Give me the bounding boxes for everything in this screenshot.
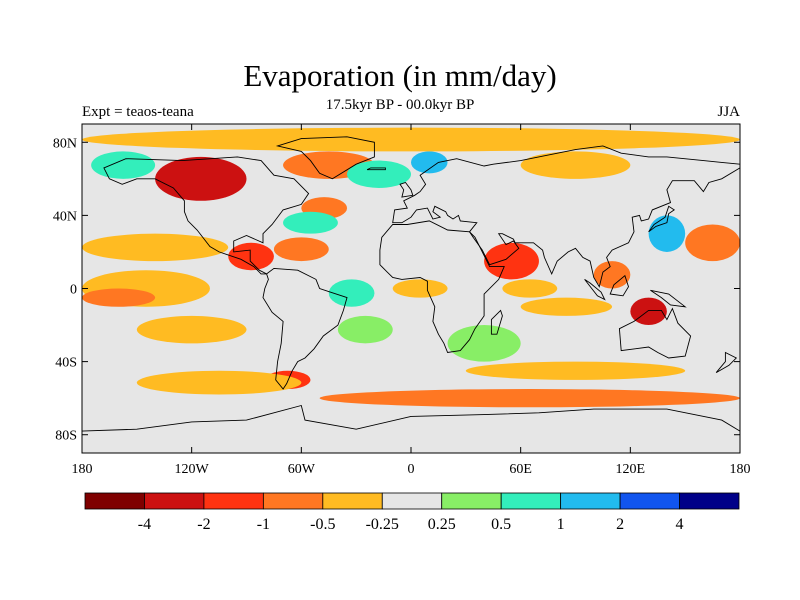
lon-tick-label-0: 180 xyxy=(72,462,93,477)
coastline-iceland xyxy=(366,167,386,171)
colorbar-swatch-5 xyxy=(381,492,443,510)
colorbar-swatch-1 xyxy=(144,492,205,510)
colorbar-label-5: 0.25 xyxy=(428,516,456,533)
anomaly-region-12 xyxy=(328,279,375,307)
coastline-new-guinea xyxy=(650,289,687,308)
colorbar-swatch-8 xyxy=(560,492,621,510)
anomaly-region-4 xyxy=(411,151,448,174)
anomaly-region-8 xyxy=(228,242,274,271)
lat-tick-label-4: 80S xyxy=(55,429,77,444)
coastline-north-america xyxy=(103,156,310,275)
anomaly-region-13 xyxy=(337,315,393,344)
coastline-eurasia xyxy=(392,145,740,288)
coastline-greenland xyxy=(275,136,375,180)
coastline-madagascar xyxy=(490,309,503,335)
anomaly-region-17 xyxy=(520,297,613,316)
colorbar-label-8: 2 xyxy=(616,516,624,533)
map-title: Evaporation (in mm/day) xyxy=(243,58,557,93)
coastline-australia xyxy=(618,307,692,359)
anomaly-region-15 xyxy=(484,242,539,280)
colorbar-swatch-6 xyxy=(441,492,502,510)
lon-tick-label-5: 120E xyxy=(616,462,646,477)
coastline-new-zealand xyxy=(715,351,738,373)
lon-tick-label-2: 60W xyxy=(288,462,316,477)
coastline-layer xyxy=(82,136,740,432)
anomaly-region-18 xyxy=(593,261,631,289)
anomaly-region-25 xyxy=(136,370,302,395)
anomaly-region-28 xyxy=(520,151,631,179)
colorbar-label-7: 1 xyxy=(557,516,565,533)
season-label: JJA xyxy=(717,104,740,120)
colorbar: -4 -2 -1 -0.5 -0.25 0.25 0.5 1 2 4 xyxy=(84,492,740,533)
anomaly-region-3 xyxy=(347,160,411,188)
anomaly-region-14 xyxy=(392,279,448,298)
colorbar-swatch-7 xyxy=(500,492,562,510)
longitude-ticks: 180 120W 60W 0 60E 120E 180 xyxy=(72,124,751,477)
lat-tick-label-3: 40S xyxy=(55,356,77,371)
coastline-africa xyxy=(379,220,505,353)
anomaly-region-11 xyxy=(136,315,247,344)
map-subtitle: 17.5kyr BP - 00.0kyr BP xyxy=(325,97,475,113)
anomaly-region-9 xyxy=(82,233,229,262)
anomaly-region-26 xyxy=(319,389,740,408)
anomaly-region-16 xyxy=(502,279,558,298)
coastline-borneo xyxy=(609,274,629,297)
colorbar-swatch-10 xyxy=(679,492,740,510)
anomaly-region-27 xyxy=(465,361,686,380)
colorbar-label-1: -2 xyxy=(197,516,210,533)
anomaly-region-0 xyxy=(155,156,247,201)
coastline-uk xyxy=(399,181,414,198)
colorbar-label-4: -0.25 xyxy=(366,516,399,533)
colorbar-label-9: 4 xyxy=(676,516,684,533)
anomaly-region-7 xyxy=(273,237,329,262)
lon-tick-label-1: 120W xyxy=(175,462,210,477)
colorbar-swatch-2 xyxy=(203,492,264,510)
lon-tick-label-3: 0 xyxy=(408,462,415,477)
anomaly-region-22 xyxy=(82,288,156,307)
anomaly-region-20 xyxy=(648,215,686,252)
colorbar-label-3: -0.5 xyxy=(310,516,335,533)
anomaly-region-29 xyxy=(82,127,740,152)
anomaly-region-23 xyxy=(447,325,521,362)
coastline-japan xyxy=(648,205,676,233)
anomaly-region-6 xyxy=(283,211,338,234)
colorbar-swatch-9 xyxy=(619,492,680,510)
colorbar-swatch-0 xyxy=(84,492,145,510)
anomaly-region-19 xyxy=(630,297,667,326)
lon-tick-label-4: 60E xyxy=(509,462,532,477)
colorbar-label-2: -1 xyxy=(257,516,270,533)
colorbar-swatch-3 xyxy=(262,492,324,510)
colorbar-label-6: 0.5 xyxy=(491,516,511,533)
coastline-south-america xyxy=(262,267,348,390)
anomaly-region-21 xyxy=(685,224,740,262)
lat-tick-label-2: 0 xyxy=(70,283,77,298)
lat-tick-label-0: 80N xyxy=(53,136,77,151)
colorbar-swatch-4 xyxy=(322,492,383,510)
anomaly-region-5 xyxy=(91,151,156,179)
coastline-sumatra xyxy=(584,279,606,301)
anomaly-layer xyxy=(82,127,740,408)
experiment-label: Expt = teaos-teana xyxy=(82,104,194,120)
coastline-antarctica xyxy=(82,404,740,432)
lon-tick-label-6: 180 xyxy=(730,462,751,477)
colorbar-label-0: -4 xyxy=(138,516,151,533)
lat-tick-label-1: 40N xyxy=(53,209,77,224)
latitude-ticks: 80N 40N 0 40S 80S xyxy=(53,136,740,444)
